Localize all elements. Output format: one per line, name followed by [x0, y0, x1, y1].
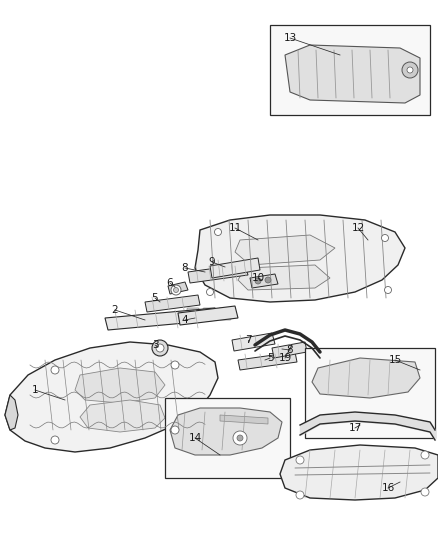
- Circle shape: [265, 277, 271, 283]
- Polygon shape: [280, 445, 438, 500]
- Polygon shape: [272, 342, 307, 358]
- Circle shape: [402, 62, 418, 78]
- Circle shape: [233, 431, 247, 445]
- Text: 15: 15: [389, 355, 402, 365]
- Polygon shape: [270, 25, 430, 115]
- Text: 8: 8: [182, 263, 188, 273]
- Polygon shape: [168, 282, 188, 294]
- Text: 4: 4: [182, 315, 188, 325]
- Text: 17: 17: [348, 423, 362, 433]
- Text: 5: 5: [267, 353, 273, 363]
- Polygon shape: [5, 342, 218, 452]
- Polygon shape: [170, 408, 282, 455]
- Circle shape: [171, 285, 181, 295]
- Text: 2: 2: [112, 305, 118, 315]
- Circle shape: [255, 278, 261, 284]
- Polygon shape: [250, 274, 278, 288]
- Text: 16: 16: [381, 483, 395, 493]
- Polygon shape: [145, 295, 200, 312]
- Text: 7: 7: [245, 335, 251, 345]
- Circle shape: [296, 491, 304, 499]
- Circle shape: [206, 288, 213, 295]
- Polygon shape: [232, 333, 275, 351]
- Text: 12: 12: [351, 223, 364, 233]
- Circle shape: [385, 287, 392, 294]
- Text: 9: 9: [208, 257, 215, 267]
- FancyBboxPatch shape: [395, 358, 407, 368]
- Circle shape: [51, 436, 59, 444]
- Text: 10: 10: [251, 273, 265, 283]
- Circle shape: [381, 235, 389, 241]
- Circle shape: [296, 456, 304, 464]
- Polygon shape: [165, 398, 290, 478]
- Circle shape: [171, 426, 179, 434]
- Text: 14: 14: [188, 433, 201, 443]
- Circle shape: [421, 451, 429, 459]
- Text: 8: 8: [287, 345, 293, 355]
- Polygon shape: [195, 215, 405, 302]
- Circle shape: [51, 366, 59, 374]
- Text: 5: 5: [152, 293, 158, 303]
- Circle shape: [171, 361, 179, 369]
- Circle shape: [421, 488, 429, 496]
- Polygon shape: [285, 45, 420, 103]
- Polygon shape: [178, 306, 238, 325]
- Polygon shape: [235, 235, 335, 265]
- Circle shape: [156, 344, 164, 352]
- Polygon shape: [188, 264, 248, 283]
- Text: 3: 3: [152, 340, 158, 350]
- FancyBboxPatch shape: [187, 308, 199, 320]
- Polygon shape: [75, 368, 165, 403]
- Polygon shape: [238, 352, 297, 370]
- FancyBboxPatch shape: [395, 355, 423, 375]
- Polygon shape: [5, 395, 18, 430]
- Circle shape: [215, 229, 222, 236]
- Text: 19: 19: [279, 353, 292, 363]
- Text: 6: 6: [167, 278, 173, 288]
- Polygon shape: [305, 348, 435, 438]
- Polygon shape: [238, 265, 330, 290]
- Circle shape: [407, 67, 413, 73]
- Text: 1: 1: [32, 385, 38, 395]
- Polygon shape: [80, 400, 165, 432]
- Circle shape: [173, 287, 179, 293]
- Text: 11: 11: [228, 223, 242, 233]
- FancyBboxPatch shape: [203, 308, 215, 320]
- Circle shape: [237, 435, 243, 441]
- Polygon shape: [105, 308, 218, 330]
- Circle shape: [152, 340, 168, 356]
- Polygon shape: [210, 258, 260, 278]
- Text: 13: 13: [283, 33, 297, 43]
- Polygon shape: [220, 415, 268, 424]
- Polygon shape: [312, 358, 420, 398]
- FancyBboxPatch shape: [219, 308, 231, 320]
